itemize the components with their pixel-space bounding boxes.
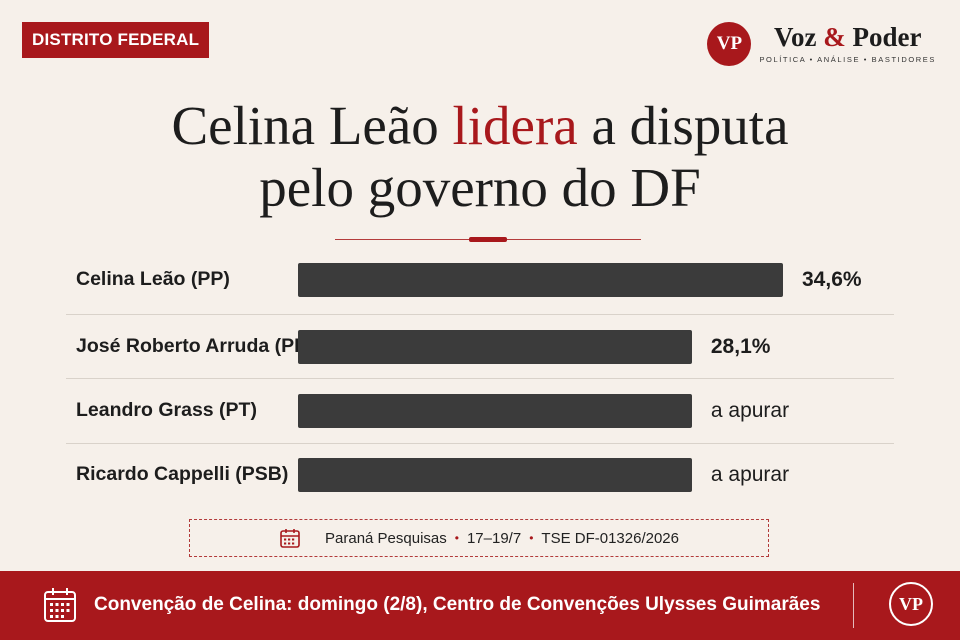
separator-dot: • [454, 531, 459, 545]
brand-name: Voz & Poder [773, 22, 922, 52]
calendar-icon [280, 529, 300, 548]
separator-dot: • [529, 531, 534, 545]
candidate-value: 34,6% [802, 268, 862, 291]
candidate-bar [298, 394, 692, 428]
source-registration: TSE DF-01326/2026 [541, 529, 679, 547]
brand-monogram: VP [707, 22, 752, 66]
candidate-label: Ricardo Cappelli (PSB) [76, 463, 289, 485]
headline-highlight: lidera [452, 95, 578, 156]
calendar-icon [44, 588, 76, 622]
source-institute: Paraná Pesquisas [325, 529, 447, 547]
candidate-label: Leandro Grass (PT) [76, 399, 257, 421]
source-dates: 17–19/7 [466, 529, 522, 547]
row-divider [66, 314, 894, 315]
row-divider [66, 378, 894, 379]
candidate-label: José Roberto Arruda (PL) [76, 335, 313, 357]
candidate-bar [298, 458, 692, 492]
footer-logo: VP [889, 582, 933, 626]
footer-banner: Convenção de Celina: domingo (2/8), Cent… [0, 571, 960, 640]
footer-divider [853, 583, 854, 628]
source-box: Paraná Pesquisas • 17–19/7 • TSE DF-0132… [189, 519, 769, 557]
candidate-value: a apurar [710, 399, 790, 422]
candidate-value: 28,1% [710, 335, 771, 358]
candidate-bar [298, 263, 783, 297]
headline: Celina Leão lidera a disputa pelo govern… [171, 95, 789, 218]
candidate-value: a apurar [710, 463, 790, 486]
divider-accent [469, 237, 507, 242]
brand-tagline: POLÍTICA • ANÁLISE • BASTIDORES [759, 55, 936, 64]
row-divider [66, 443, 894, 444]
candidate-label: Celina Leão (PP) [76, 268, 230, 290]
section-tag: DISTRITO FEDERAL [22, 22, 210, 58]
brand-logo: VP Voz & Poder POLÍTICA • ANÁLISE • BAST… [707, 22, 936, 66]
candidate-bar [298, 330, 692, 364]
footer-text: Convenção de Celina: domingo (2/8), Cent… [94, 594, 821, 615]
